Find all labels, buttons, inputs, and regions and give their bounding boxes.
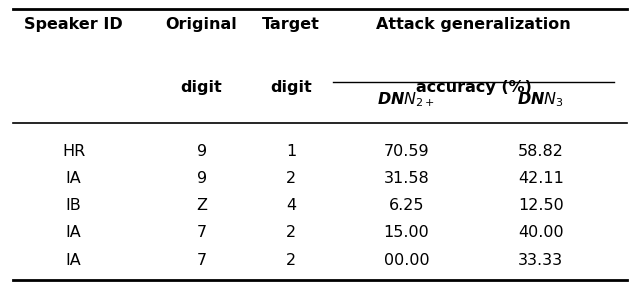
Text: 9: 9	[196, 144, 207, 158]
Text: IA: IA	[66, 225, 81, 240]
Text: 12.50: 12.50	[518, 198, 564, 213]
Text: $\boldsymbol{DNN_{3}}$: $\boldsymbol{DNN_{3}}$	[517, 90, 564, 109]
Text: 40.00: 40.00	[518, 225, 564, 240]
Text: 6.25: 6.25	[388, 198, 424, 213]
Text: 15.00: 15.00	[383, 225, 429, 240]
Text: IA: IA	[66, 253, 81, 267]
Text: 2: 2	[286, 253, 296, 267]
Text: 31.58: 31.58	[383, 171, 429, 186]
Text: 7: 7	[196, 253, 207, 267]
Text: accuracy (%): accuracy (%)	[415, 80, 532, 95]
Text: 70.59: 70.59	[383, 144, 429, 158]
Text: 58.82: 58.82	[518, 144, 564, 158]
Text: 00.00: 00.00	[383, 253, 429, 267]
Text: Z: Z	[196, 198, 207, 213]
Text: $\boldsymbol{DNN_{2+}}$: $\boldsymbol{DNN_{2+}}$	[378, 90, 435, 109]
Text: 1: 1	[286, 144, 296, 158]
Text: 4: 4	[286, 198, 296, 213]
Text: Attack generalization: Attack generalization	[376, 17, 571, 32]
Text: Speaker ID: Speaker ID	[24, 17, 123, 32]
Text: IB: IB	[66, 198, 81, 213]
Text: Target: Target	[262, 17, 320, 32]
Text: 7: 7	[196, 225, 207, 240]
Text: 42.11: 42.11	[518, 171, 564, 186]
Text: 2: 2	[286, 171, 296, 186]
Text: 9: 9	[196, 171, 207, 186]
Text: digit: digit	[270, 80, 312, 95]
Text: HR: HR	[62, 144, 85, 158]
Text: Original: Original	[166, 17, 237, 32]
Text: 2: 2	[286, 225, 296, 240]
Text: digit: digit	[180, 80, 223, 95]
Text: IA: IA	[66, 171, 81, 186]
Text: 33.33: 33.33	[518, 253, 563, 267]
